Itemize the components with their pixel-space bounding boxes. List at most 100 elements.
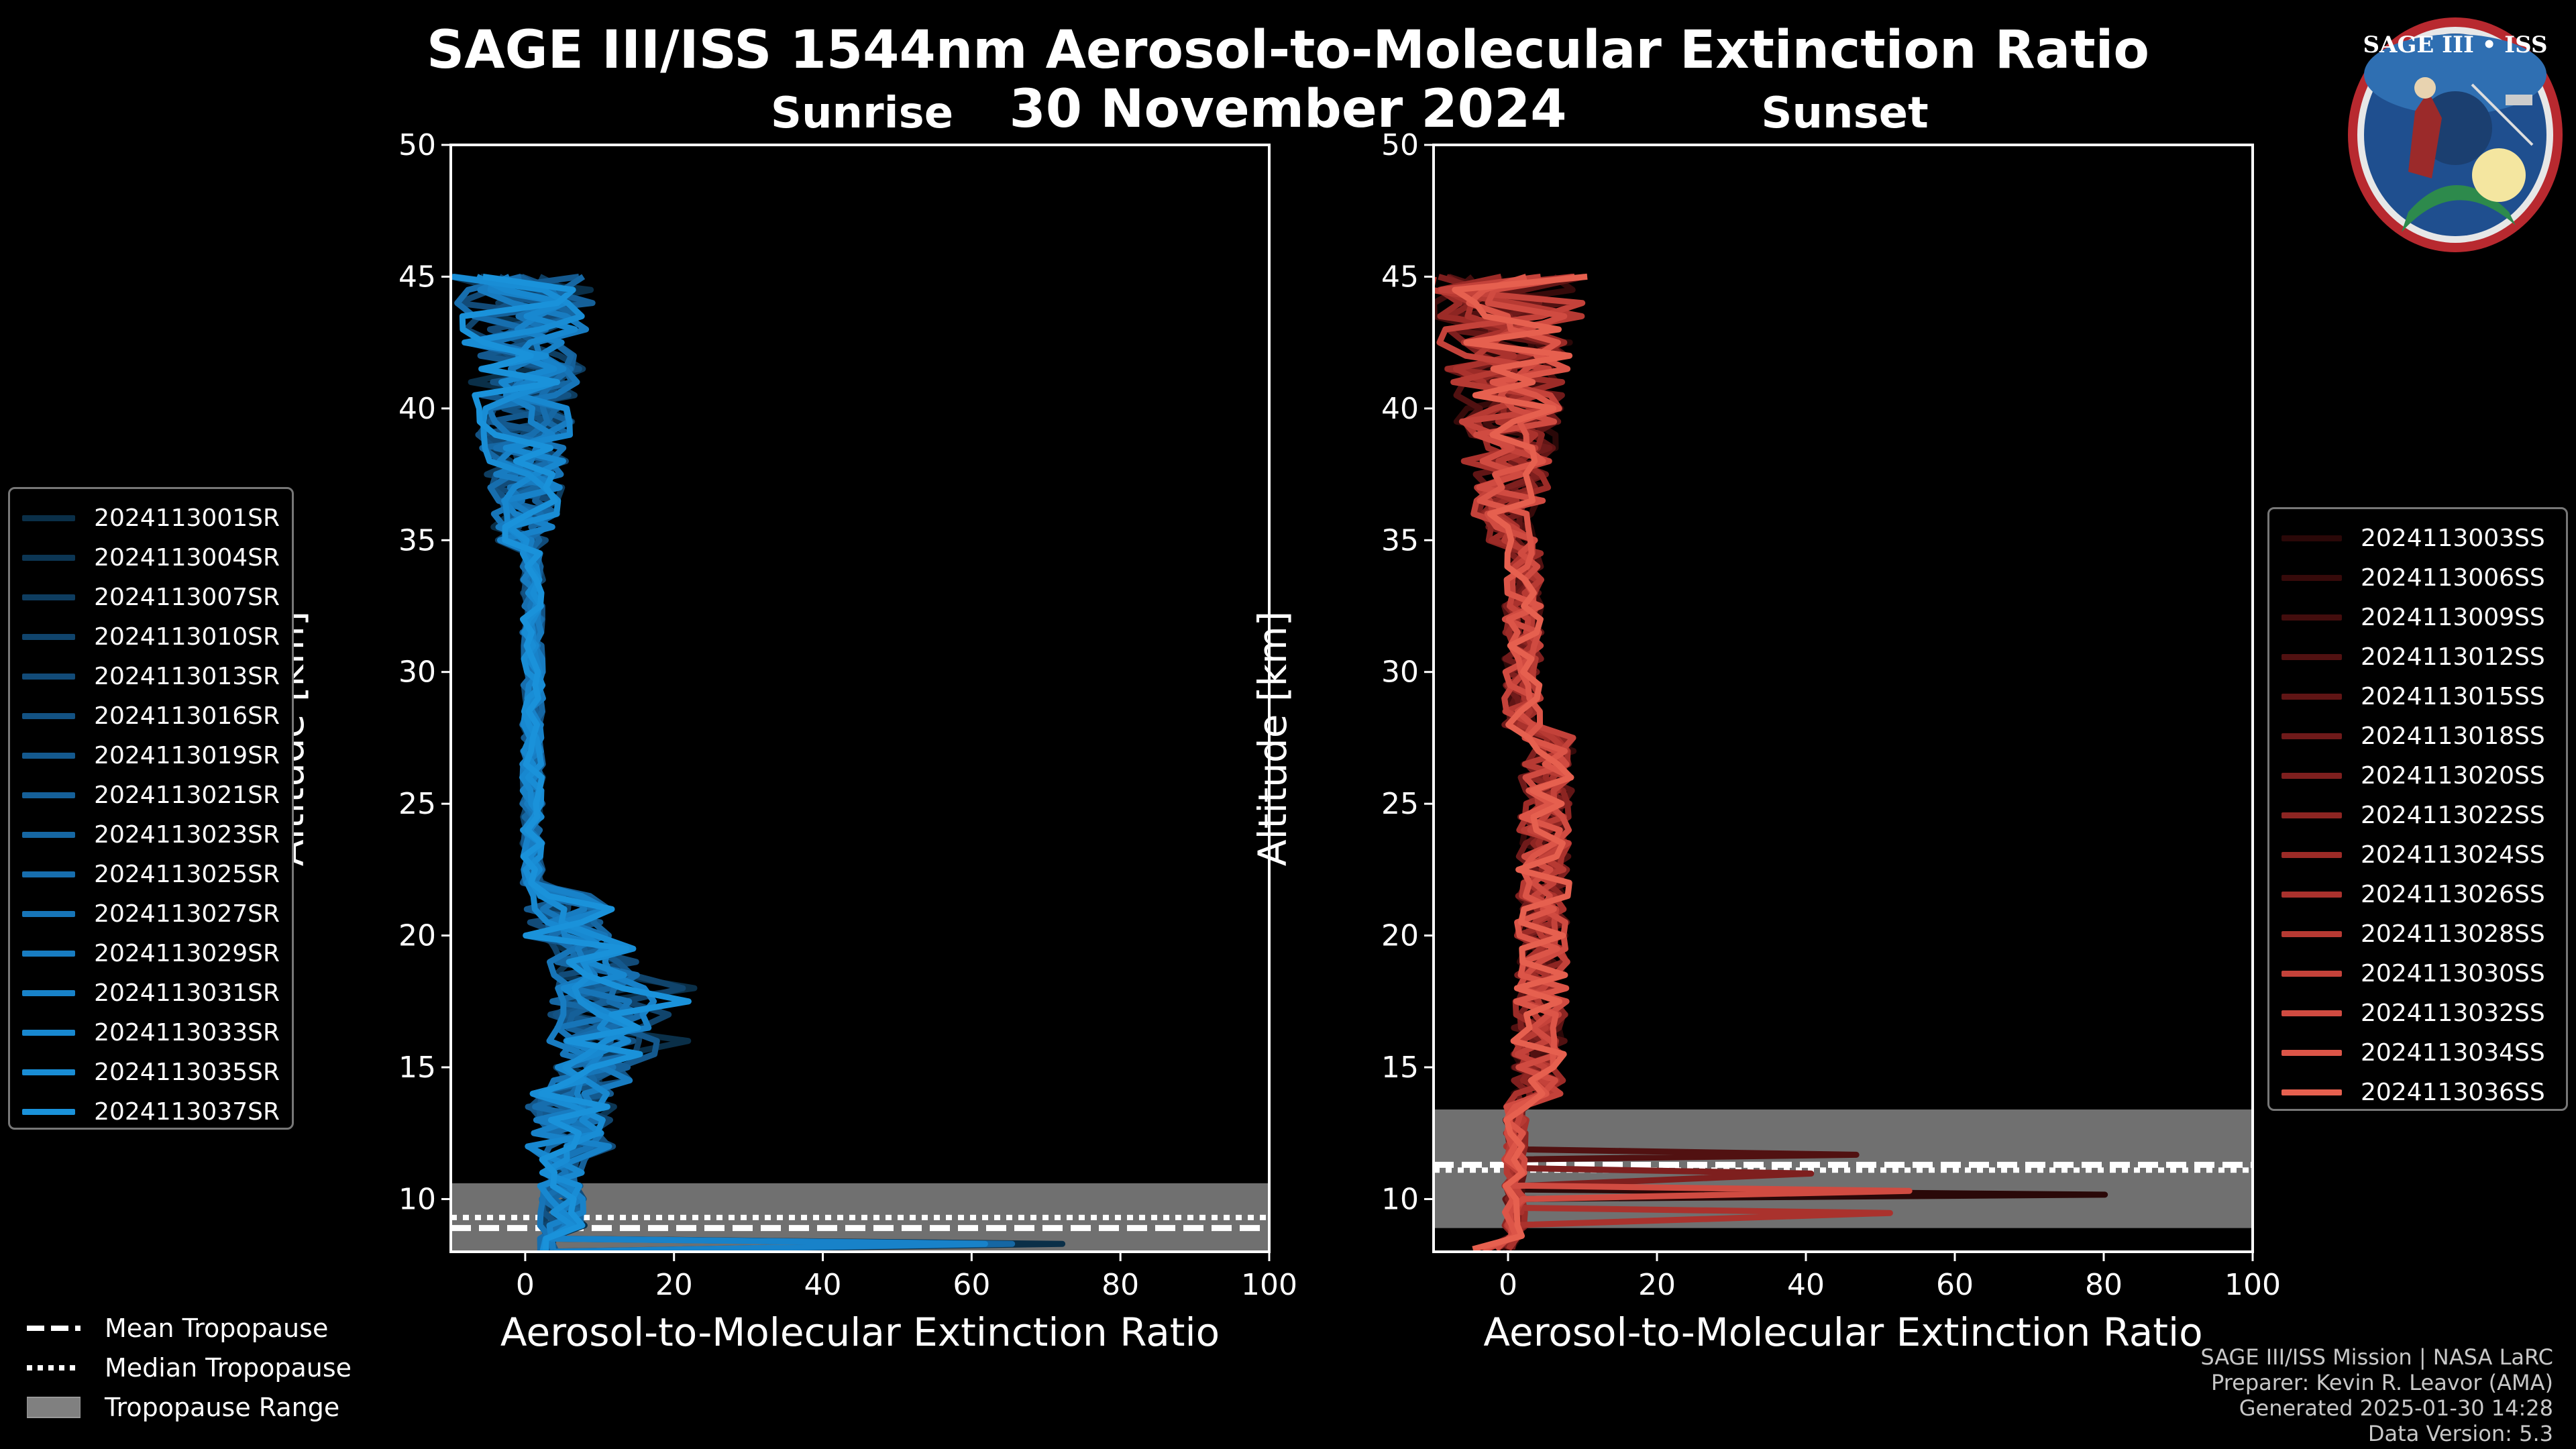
sunrise-xtick-label-0: 0 [516, 1268, 535, 1302]
sunset-profiles [1434, 273, 2108, 1252]
sunset-legend-swatch [2282, 1050, 2342, 1056]
sunrise-legend-label: 2024113027SR [94, 900, 280, 928]
sunset-ytick-label-20: 20 [1381, 919, 1419, 953]
sunrise-legend-item: 2024113021SR [22, 775, 280, 815]
sunset-ytick-label-25: 25 [1381, 787, 1419, 821]
sunrise-ytick-label-15: 15 [398, 1051, 436, 1085]
sunset-legend-label: 2024113020SS [2361, 762, 2545, 790]
sunrise-legend-swatch [22, 753, 76, 759]
credits-line1: SAGE III/ISS Mission | NASA LaRC [2200, 1344, 2553, 1370]
sunrise-xlabel: Aerosol-to-Molecular Extinction Ratio [500, 1309, 1220, 1355]
tropopause-legend: Mean Tropopause Median Tropopause Tropop… [27, 1308, 352, 1427]
sunset-legend-swatch [2282, 931, 2342, 937]
sunset-legend-label: 2024113022SS [2361, 802, 2545, 829]
sunset-legend-item: 2024113026SS [2282, 875, 2554, 914]
sunrise-profiles [451, 273, 1066, 1252]
mean-tropopause-label: Mean Tropopause [105, 1313, 329, 1343]
sunrise-legend-label: 2024113025SR [94, 861, 280, 888]
tropopause-legend-range: Tropopause Range [27, 1387, 352, 1427]
sunset-xtick-label-0: 0 [1499, 1268, 1517, 1302]
sunset-legend-swatch [2282, 535, 2342, 541]
sunset-legend: 2024113003SS 2024113006SS 2024113009SS 2024… [2267, 507, 2568, 1111]
sunset-legend-label: 2024113028SS [2361, 920, 2545, 948]
sunrise-legend-label: 2024113001SR [94, 504, 280, 532]
sunrise-legend-item: 2024113007SR [22, 578, 280, 617]
sage-iii-iss-logo: SAGE III • ISS [2348, 17, 2563, 252]
sunrise-subtitle: Sunrise [770, 89, 954, 138]
sunrise-ytick-label-25: 25 [398, 787, 436, 821]
sunrise-xtick-label-20: 20 [655, 1268, 693, 1302]
sunrise-legend-swatch [22, 674, 76, 680]
sunrise-legend-item: 2024113001SR [22, 498, 280, 538]
sunrise-legend-swatch [22, 990, 76, 996]
sunset-legend-label: 2024113003SS [2361, 525, 2545, 552]
sunset-legend-swatch [2282, 1010, 2342, 1016]
sunset-legend-item: 2024113032SS [2282, 994, 2554, 1033]
sunrise-legend-item: 2024113023SR [22, 815, 280, 855]
sunset-legend-item: 2024113028SS [2282, 914, 2554, 954]
sunrise-legend-label: 2024113035SR [94, 1059, 280, 1086]
sunset-xtick-label-20: 20 [1638, 1268, 1676, 1302]
sunset-legend-item: 2024113009SS [2282, 598, 2554, 637]
logo-text: SAGE III • ISS [2363, 32, 2547, 58]
tropopause-range-swatch [27, 1396, 80, 1418]
sunset-xlabel: Aerosol-to-Molecular Extinction Ratio [1483, 1309, 2202, 1355]
sunset-ytick-label-40: 40 [1381, 392, 1419, 426]
sunrise-legend-swatch [22, 911, 76, 917]
sunrise-legend-swatch [22, 832, 76, 838]
sunset-ytick-label-10: 10 [1381, 1182, 1419, 1216]
sunset-legend-swatch [2282, 575, 2342, 581]
sunrise-legend-swatch [22, 1030, 76, 1036]
sunrise-legend-item: 2024113033SR [22, 1013, 280, 1053]
sunrise-ytick-label-10: 10 [398, 1182, 436, 1216]
sunrise-legend-label: 2024113013SR [94, 663, 280, 690]
sunrise-xtick-label-60: 60 [953, 1268, 990, 1302]
sunrise-xtick-label-80: 80 [1102, 1268, 1139, 1302]
sunset-legend-swatch [2282, 892, 2342, 898]
sunrise-legend-swatch [22, 871, 76, 877]
sunset-legend-swatch [2282, 852, 2342, 858]
sunrise-ytick-label-35: 35 [398, 523, 436, 557]
sunset-legend-item: 2024113018SS [2282, 716, 2554, 756]
sunset-series-2024113032SS [1473, 273, 1913, 1252]
sunset-subtitle: Sunset [1761, 89, 1929, 138]
sunrise-legend-swatch [22, 1109, 76, 1115]
sunrise-legend-swatch [22, 555, 76, 561]
sunrise-ytick-label-50: 50 [398, 128, 436, 162]
sunrise-legend-swatch [22, 713, 76, 719]
sunrise-legend-item: 2024113013SR [22, 657, 280, 696]
sunset-ytick-label-35: 35 [1381, 523, 1419, 557]
sunrise-xtick-label-40: 40 [804, 1268, 842, 1302]
sunrise-series-2024113033SR [475, 274, 631, 1252]
sunrise-legend-item: 2024113010SR [22, 617, 280, 657]
sunrise-legend-label: 2024113004SR [94, 544, 280, 572]
sunrise-legend-swatch [22, 515, 76, 521]
sunset-legend-item: 2024113024SS [2282, 835, 2554, 875]
sunset-legend-label: 2024113009SS [2361, 604, 2545, 631]
sunrise-legend-label: 2024113037SR [94, 1098, 280, 1126]
sunrise-legend-item: 2024113029SR [22, 934, 280, 973]
sunset-legend-label: 2024113024SS [2361, 841, 2545, 869]
sunset-legend-item: 2024113036SS [2282, 1073, 2554, 1112]
sunset-legend-item: 2024113006SS [2282, 558, 2554, 598]
sunrise-ytick-label-45: 45 [398, 260, 436, 294]
sunrise-xtick-label-100: 100 [1241, 1268, 1297, 1302]
sunrise-legend-item: 2024113004SR [22, 538, 280, 578]
credits-line2: Preparer: Kevin R. Leavor (AMA) [2210, 1370, 2553, 1395]
sunset-legend-label: 2024113012SS [2361, 643, 2545, 671]
sunset-legend-swatch [2282, 614, 2342, 621]
sunrise-legend-item: 2024113019SR [22, 736, 280, 775]
sunset-legend-label: 2024113036SS [2361, 1079, 2545, 1106]
sunrise-legend-label: 2024113023SR [94, 821, 280, 849]
sunset-ytick-label-50: 50 [1381, 128, 1419, 162]
sunset-legend-swatch [2282, 654, 2342, 660]
sunrise-ytick-label-40: 40 [398, 392, 436, 426]
sunset-legend-label: 2024113034SS [2361, 1039, 2545, 1067]
sunrise-legend-item: 2024113025SR [22, 855, 280, 894]
tropopause-legend-mean: Mean Tropopause [27, 1308, 352, 1348]
sunset-ytick-label-45: 45 [1381, 260, 1419, 294]
sunrise-legend-label: 2024113029SR [94, 940, 280, 967]
sunrise-axes-frame [449, 144, 1271, 1253]
